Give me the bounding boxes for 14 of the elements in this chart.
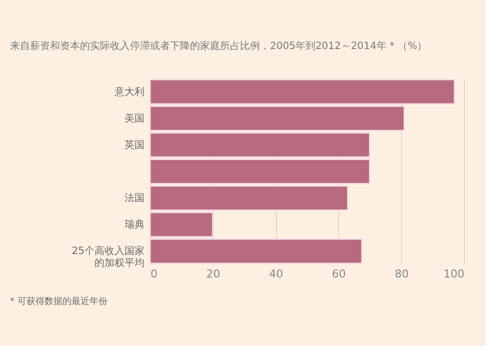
y-tick-label: 瑞典 (124, 218, 144, 231)
y-tick-label: 英国 (124, 138, 144, 151)
y-tick-label: 意大利 (114, 86, 144, 98)
x-tick-label: 0 (150, 268, 158, 280)
x-tick-label: 80 (394, 268, 409, 280)
y-tick-label: 法国 (124, 192, 144, 204)
x-tick-label: 100 (444, 268, 464, 280)
y-tick-label: 25个高收入国家的加权平均 (72, 245, 144, 270)
text: * 可获得数据的最近年份 (10, 296, 108, 307)
x-tick-label: 20 (206, 268, 220, 280)
chart-title: 来自薪资和资本的实际收入停滞或者下降的家庭所占比例，2005年到2012～2014年 * （%） (10, 40, 428, 52)
x-tick-label: 60 (332, 268, 346, 280)
y-tick-label: 美国 (124, 112, 144, 124)
x-tick-label: 40 (269, 268, 284, 280)
